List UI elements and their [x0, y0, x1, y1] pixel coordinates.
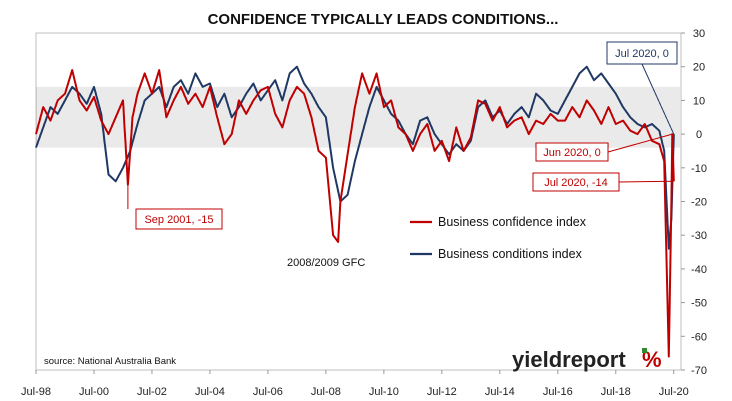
- annotation-leader: [607, 133, 673, 153]
- y-tick-label: -70: [691, 365, 707, 377]
- series-line-confidence: [35, 69, 675, 358]
- gfc-label: 2008/2009 GFC: [287, 257, 365, 269]
- x-tick-label: Jul-16: [543, 386, 573, 398]
- annotation-label: Jun 2020, 0: [543, 147, 601, 159]
- x-tick-label: Jul-14: [485, 386, 515, 398]
- y-tick-label: -40: [691, 264, 707, 276]
- x-tick-label: Jul-18: [601, 386, 631, 398]
- brand-name: yieldreport: [512, 347, 626, 372]
- series-lines: [35, 65, 675, 358]
- source-note: source: National Australia Bank: [44, 356, 176, 367]
- annotation-box: [535, 142, 609, 162]
- annotation-leader: [641, 63, 675, 135]
- x-tick-label: Jul-06: [253, 386, 283, 398]
- x-axis: Jul-98 Jul-00 Jul-02 Jul-04 Jul-06 Jul-08 Jul-…: [21, 370, 689, 398]
- legend-label-confidence: Business confidence index: [438, 215, 587, 229]
- x-tick-label: Jul-02: [137, 386, 167, 398]
- y-tick-label: -30: [691, 230, 707, 242]
- y-axis: 30 20 10 0 -10 -20 -30 -40 -50 -60 -70: [681, 28, 707, 377]
- annotation-label: Sep 2001, -15: [144, 214, 213, 226]
- annotation-label: Jul 2020, 0: [615, 48, 669, 60]
- x-tick-label: Jul-20: [659, 386, 689, 398]
- annotation-leader: [618, 180, 674, 183]
- x-tick-label: Jul-08: [311, 386, 341, 398]
- annotations: Sep 2001, -15 Jun 2020, 0 Jul 2020, -14 Jul…: [127, 41, 678, 230]
- y-tick-label: 30: [693, 28, 705, 40]
- series-line-conditions: [35, 65, 675, 250]
- y-tick-label: -50: [691, 298, 707, 310]
- y-tick-label: 0: [696, 129, 702, 141]
- y-tick-label: 10: [693, 95, 705, 107]
- brand-percent-icon: %: [642, 347, 662, 372]
- y-tick-label: -60: [691, 331, 707, 343]
- y-tick-label: 20: [693, 62, 705, 74]
- plot-area: [35, 32, 682, 371]
- annotation-box: [135, 208, 223, 230]
- brand-green-dot: [642, 348, 647, 353]
- x-tick-label: Jul-10: [369, 386, 399, 398]
- x-tick-label: Jul-04: [195, 386, 225, 398]
- y-tick-label: -20: [691, 197, 707, 209]
- chart-title: CONFIDENCE TYPICALLY LEADS CONDITIONS...: [208, 11, 559, 28]
- brand-logo: yieldreport %: [512, 347, 662, 372]
- x-tick-label: Jul-98: [21, 386, 51, 398]
- y-tick-label: -10: [691, 163, 707, 175]
- annotation-box: [606, 41, 678, 65]
- legend: Business confidence index Business condi…: [410, 215, 587, 261]
- x-tick-label: Jul-12: [427, 386, 457, 398]
- legend-label-conditions: Business conditions index: [438, 247, 583, 261]
- x-tick-label: Jul-00: [79, 386, 109, 398]
- annotation-label: Jul 2020, -14: [544, 177, 608, 189]
- annotation-box: [532, 172, 620, 192]
